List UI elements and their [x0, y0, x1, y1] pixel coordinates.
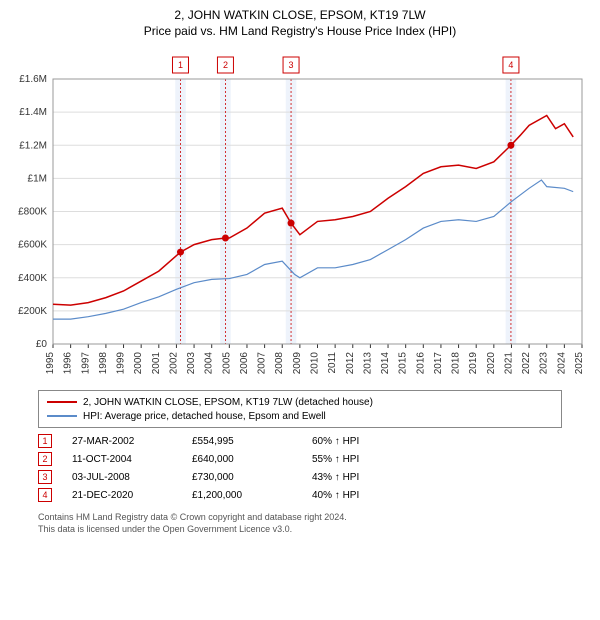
svg-text:1997: 1997	[80, 352, 91, 375]
price-chart: £0 £200K £400K £600K £800K £1M £1.2M £1.4M £1.6M…	[8, 44, 592, 384]
svg-text:2010: 2010	[310, 352, 321, 375]
legend-item: 2, JOHN WATKIN CLOSE, EPSOM, KT19 7LW (d…	[47, 395, 553, 409]
svg-text:£400K: £400K	[18, 273, 47, 284]
svg-text:£1.4M: £1.4M	[19, 107, 47, 118]
sale-price: £730,000	[192, 472, 312, 483]
svg-text:2020: 2020	[486, 352, 497, 375]
sale-date: 21-DEC-2020	[72, 490, 192, 501]
svg-text:2015: 2015	[398, 352, 409, 375]
sale-price: £554,995	[192, 436, 312, 447]
svg-text:2013: 2013	[362, 352, 373, 375]
sale-pct: 43% ↑ HPI	[312, 472, 412, 483]
svg-text:2: 2	[223, 60, 228, 70]
sale-marker-num: 2	[38, 452, 52, 466]
svg-text:2000: 2000	[133, 352, 144, 375]
svg-text:2009: 2009	[292, 352, 303, 375]
sale-marker-num: 3	[38, 470, 52, 484]
legend-label: 2, JOHN WATKIN CLOSE, EPSOM, KT19 7LW (d…	[83, 397, 373, 408]
sale-date: 11-OCT-2004	[72, 454, 192, 465]
svg-text:2018: 2018	[451, 352, 462, 375]
svg-text:2025: 2025	[574, 352, 585, 375]
chart-title: 2, JOHN WATKIN CLOSE, EPSOM, KT19 7LW	[8, 8, 592, 22]
sales-row: 4 21-DEC-2020£1,200,00040% ↑ HPI	[38, 486, 562, 504]
svg-text:2004: 2004	[204, 352, 215, 375]
sales-row: 1 27-MAR-2002£554,99560% ↑ HPI	[38, 432, 562, 450]
svg-text:2002: 2002	[168, 352, 179, 375]
svg-text:2021: 2021	[503, 352, 514, 375]
footnote: Contains HM Land Registry data © Crown c…	[38, 512, 562, 535]
legend: 2, JOHN WATKIN CLOSE, EPSOM, KT19 7LW (d…	[38, 390, 562, 428]
svg-text:2008: 2008	[274, 352, 285, 375]
svg-text:3: 3	[289, 60, 294, 70]
footnote-line: This data is licensed under the Open Gov…	[38, 524, 562, 536]
sale-date: 03-JUL-2008	[72, 472, 192, 483]
sale-marker-num: 4	[38, 488, 52, 502]
svg-text:2001: 2001	[151, 352, 162, 375]
svg-text:1999: 1999	[116, 352, 127, 375]
svg-text:£1.2M: £1.2M	[19, 140, 47, 151]
svg-text:2016: 2016	[415, 352, 426, 375]
svg-text:£800K: £800K	[18, 207, 47, 218]
svg-text:2007: 2007	[257, 352, 268, 375]
chart-container: £0 £200K £400K £600K £800K £1M £1.2M £1.4M £1.6M…	[8, 44, 592, 384]
svg-text:2006: 2006	[239, 352, 250, 375]
svg-text:2023: 2023	[539, 352, 550, 375]
legend-swatch	[47, 401, 77, 403]
sale-price: £1,200,000	[192, 490, 312, 501]
sale-pct: 40% ↑ HPI	[312, 490, 412, 501]
svg-text:£1M: £1M	[28, 173, 47, 184]
svg-text:1995: 1995	[45, 352, 56, 375]
svg-text:2012: 2012	[345, 352, 356, 375]
svg-text:2019: 2019	[468, 352, 479, 375]
sales-row: 2 11-OCT-2004£640,00055% ↑ HPI	[38, 450, 562, 468]
svg-text:2011: 2011	[327, 352, 338, 374]
sale-date: 27-MAR-2002	[72, 436, 192, 447]
footnote-line: Contains HM Land Registry data © Crown c…	[38, 512, 562, 524]
svg-text:£1.6M: £1.6M	[19, 74, 47, 85]
legend-item: HPI: Average price, detached house, Epso…	[47, 409, 553, 423]
svg-text:1: 1	[178, 60, 183, 70]
svg-text:2024: 2024	[556, 352, 567, 375]
legend-label: HPI: Average price, detached house, Epso…	[83, 411, 326, 422]
svg-text:4: 4	[508, 60, 513, 70]
svg-text:£200K: £200K	[18, 306, 47, 317]
svg-text:1996: 1996	[63, 352, 74, 375]
sales-table: 1 27-MAR-2002£554,99560% ↑ HPI 2 11-OCT-200…	[38, 432, 562, 504]
svg-text:£0: £0	[36, 339, 48, 350]
sale-price: £640,000	[192, 454, 312, 465]
sale-pct: 60% ↑ HPI	[312, 436, 412, 447]
sale-marker-num: 1	[38, 434, 52, 448]
sales-row: 3 03-JUL-2008£730,00043% ↑ HPI	[38, 468, 562, 486]
chart-title-block: 2, JOHN WATKIN CLOSE, EPSOM, KT19 7LW Pr…	[8, 8, 592, 38]
svg-text:£600K: £600K	[18, 240, 47, 251]
svg-text:2003: 2003	[186, 352, 197, 375]
chart-subtitle: Price paid vs. HM Land Registry's House …	[8, 24, 592, 38]
sale-pct: 55% ↑ HPI	[312, 454, 412, 465]
svg-text:2017: 2017	[433, 352, 444, 375]
svg-text:2014: 2014	[380, 352, 391, 375]
svg-text:1998: 1998	[98, 352, 109, 375]
svg-text:2022: 2022	[521, 352, 532, 375]
svg-text:2005: 2005	[221, 352, 232, 375]
legend-swatch	[47, 415, 77, 417]
